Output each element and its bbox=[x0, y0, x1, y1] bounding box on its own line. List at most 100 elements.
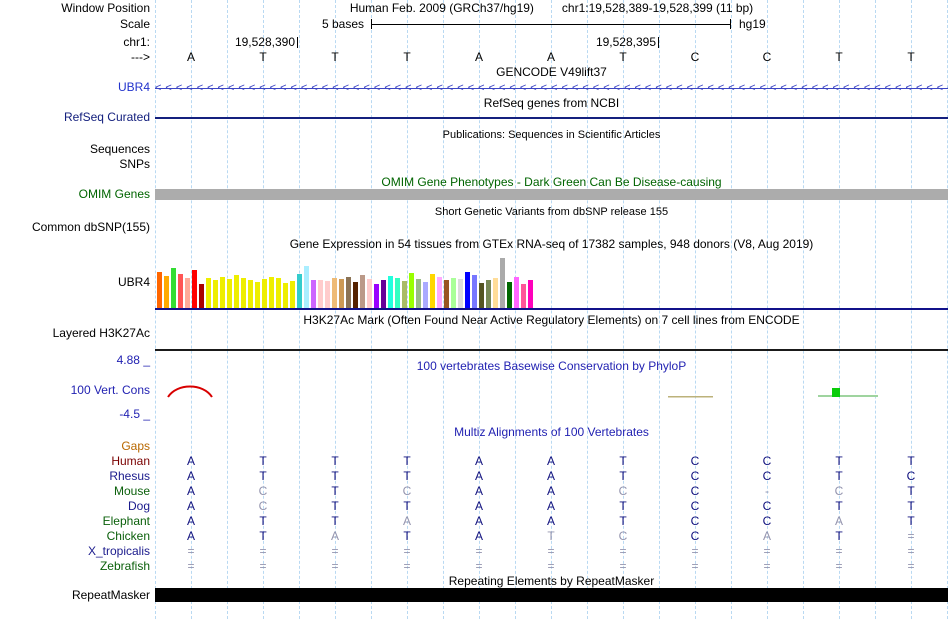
gtex-bar[interactable] bbox=[283, 283, 288, 308]
gtex-bar[interactable] bbox=[213, 280, 218, 308]
gtex-bar[interactable] bbox=[479, 283, 484, 308]
multiz-title[interactable]: Multiz Alignments of 100 Vertebrates bbox=[454, 425, 649, 439]
multiz-species-label[interactable]: Human bbox=[111, 454, 150, 468]
multiz-species-label[interactable]: Dog bbox=[127, 499, 150, 513]
gtex-bar[interactable] bbox=[248, 280, 253, 308]
gtex-bar[interactable] bbox=[521, 284, 526, 308]
sequences-label[interactable]: Sequences bbox=[89, 142, 150, 156]
gtex-bar[interactable] bbox=[374, 284, 379, 308]
gtex-bar[interactable] bbox=[241, 278, 246, 308]
gtex-bar[interactable] bbox=[262, 279, 267, 308]
gtex-bar[interactable] bbox=[472, 275, 477, 308]
publications-title[interactable]: Publications: Sequences in Scientific Ar… bbox=[442, 129, 661, 141]
gtex-bar[interactable] bbox=[507, 282, 512, 308]
gencode-gene-label[interactable]: UBR4 bbox=[117, 80, 150, 94]
multiz-base: = bbox=[835, 544, 843, 558]
gtex-bar[interactable] bbox=[360, 275, 365, 308]
multiz-base: = bbox=[691, 559, 699, 573]
coord-left-tick bbox=[297, 37, 298, 48]
omim-genes-label[interactable]: OMIM Genes bbox=[78, 187, 150, 201]
gtex-bar[interactable] bbox=[276, 278, 281, 308]
gtex-bar[interactable] bbox=[332, 278, 337, 308]
multiz-species-label[interactable]: Elephant bbox=[102, 514, 150, 528]
gtex-bar[interactable] bbox=[339, 279, 344, 308]
gtex-bar[interactable] bbox=[528, 280, 533, 308]
gtex-title[interactable]: Gene Expression in 54 tissues from GTEx … bbox=[289, 237, 814, 251]
refseq-curated-label[interactable]: RefSeq Curated bbox=[63, 110, 150, 124]
multiz-base: = bbox=[187, 544, 195, 558]
gtex-bar[interactable] bbox=[227, 279, 232, 308]
gtex-bar[interactable] bbox=[493, 278, 498, 308]
gtex-bar[interactable] bbox=[304, 266, 309, 308]
repeatmasker-bar[interactable] bbox=[155, 588, 948, 602]
gtex-bar[interactable] bbox=[297, 274, 302, 308]
multiz-base: T bbox=[259, 469, 267, 483]
gtex-bar[interactable] bbox=[171, 268, 176, 308]
gtex-bar[interactable] bbox=[388, 276, 393, 308]
gaps-label[interactable]: Gaps bbox=[121, 439, 150, 453]
gtex-bar[interactable] bbox=[416, 279, 421, 308]
gtex-bar[interactable] bbox=[311, 280, 316, 308]
gtex-bar[interactable] bbox=[437, 277, 442, 308]
gtex-bar[interactable] bbox=[185, 278, 190, 308]
gtex-bar[interactable] bbox=[325, 281, 330, 308]
gtex-bar[interactable] bbox=[486, 280, 491, 308]
gencode-gene-line[interactable] bbox=[155, 88, 948, 89]
gtex-bar[interactable] bbox=[353, 282, 358, 308]
gtex-bar[interactable] bbox=[290, 281, 295, 308]
gtex-bar[interactable] bbox=[367, 279, 372, 308]
gtex-bar[interactable] bbox=[430, 274, 435, 308]
gtex-bar[interactable] bbox=[255, 282, 260, 308]
repeatmasker-label[interactable]: RepeatMasker bbox=[71, 588, 150, 602]
gtex-bar[interactable] bbox=[500, 258, 505, 308]
dbsnp-title[interactable]: Short Genetic Variants from dbSNP releas… bbox=[434, 206, 669, 218]
gtex-bar[interactable] bbox=[465, 272, 470, 308]
snps-label[interactable]: SNPs bbox=[119, 157, 150, 171]
gtex-bar[interactable] bbox=[423, 282, 428, 308]
gtex-bar[interactable] bbox=[199, 284, 204, 308]
common-dbsnp-label[interactable]: Common dbSNP(155) bbox=[31, 220, 150, 234]
gtex-bar[interactable] bbox=[451, 278, 456, 308]
h3k27ac-title[interactable]: H3K27Ac Mark (Often Found Near Active Re… bbox=[303, 313, 800, 327]
gtex-bar[interactable] bbox=[444, 280, 449, 308]
conservation-graph[interactable] bbox=[155, 350, 948, 420]
gtex-bar[interactable] bbox=[395, 278, 400, 308]
gtex-bar[interactable] bbox=[318, 280, 323, 308]
multiz-species-label[interactable]: Rhesus bbox=[109, 469, 150, 483]
gtex-bar[interactable] bbox=[206, 278, 211, 308]
gtex-bar[interactable] bbox=[234, 275, 239, 308]
multiz-species-label[interactable]: Mouse bbox=[113, 484, 150, 498]
gtex-bar[interactable] bbox=[458, 279, 463, 308]
gencode-title[interactable]: GENCODE V49lift37 bbox=[496, 65, 607, 79]
cons-track-label[interactable]: 100 Vert. Cons bbox=[70, 383, 150, 397]
gtex-bar[interactable] bbox=[269, 277, 274, 308]
gtex-bar[interactable] bbox=[409, 273, 414, 308]
gtex-bar[interactable] bbox=[164, 276, 169, 308]
repeatmasker-title[interactable]: Repeating Elements by RepeatMasker bbox=[448, 574, 655, 588]
multiz-base: A bbox=[762, 529, 771, 543]
multiz-species-label[interactable]: Chicken bbox=[106, 529, 150, 543]
conservation-title[interactable]: 100 vertebrates Basewise Conservation by… bbox=[416, 359, 687, 373]
gtex-bar[interactable] bbox=[220, 277, 225, 308]
omim-genes-bar[interactable] bbox=[155, 189, 948, 200]
multiz-base: = bbox=[331, 544, 339, 558]
omim-title[interactable]: OMIM Gene Phenotypes - Dark Green Can Be… bbox=[381, 175, 722, 189]
gencode-gene-arrows[interactable]: <<<<<<<<<<<<<<<<<<<<<<<<<<<<<<<<<<<<<<<<… bbox=[155, 82, 948, 94]
multiz-species-label[interactable]: X_tropicalis bbox=[87, 544, 150, 558]
gtex-bar[interactable] bbox=[192, 270, 197, 308]
refseq-gene-line[interactable] bbox=[155, 117, 948, 119]
gtex-bar[interactable] bbox=[157, 272, 162, 308]
gtex-gene-label[interactable]: UBR4 bbox=[117, 275, 150, 289]
multiz-base: T bbox=[907, 499, 915, 513]
h3k27ac-label[interactable]: Layered H3K27Ac bbox=[52, 326, 150, 340]
gtex-bar[interactable] bbox=[346, 277, 351, 308]
refseq-title[interactable]: RefSeq genes from NCBI bbox=[483, 96, 620, 110]
gtex-bar[interactable] bbox=[178, 274, 183, 308]
multiz-base: T bbox=[835, 454, 843, 468]
h3k27ac-baseline[interactable] bbox=[155, 349, 948, 351]
gtex-bar[interactable] bbox=[514, 277, 519, 308]
multiz-species-label[interactable]: Zebrafish bbox=[99, 559, 150, 573]
gtex-bar[interactable] bbox=[381, 280, 386, 308]
gtex-bar[interactable] bbox=[402, 281, 407, 308]
